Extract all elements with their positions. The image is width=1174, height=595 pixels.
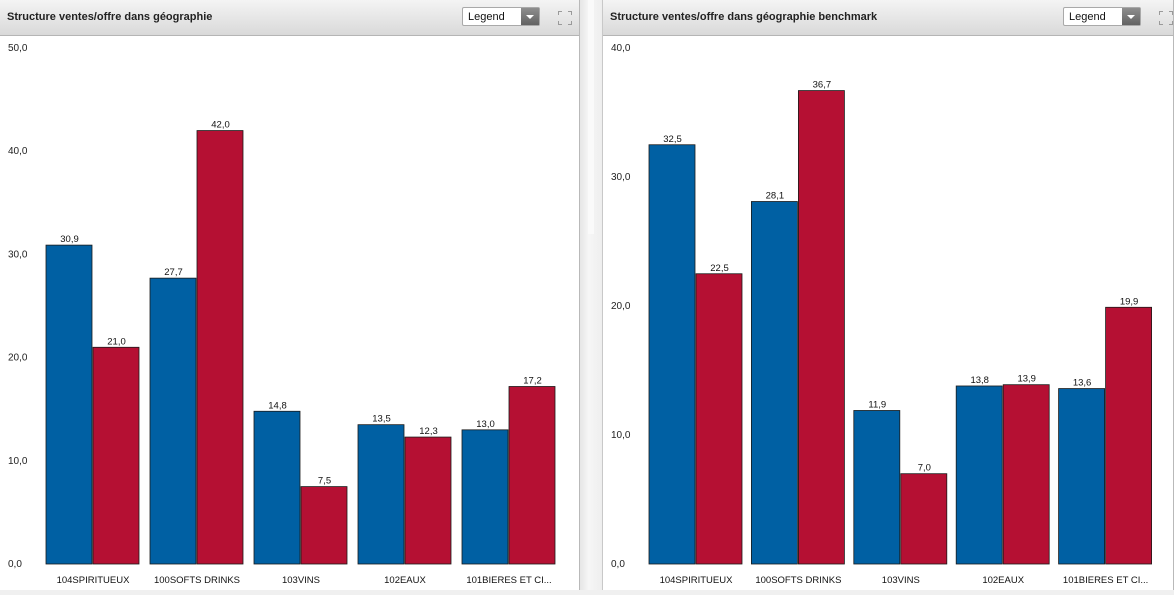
y-tick-label: 30,0 bbox=[611, 172, 631, 183]
y-tick-label: 10,0 bbox=[8, 456, 28, 467]
bar bbox=[357, 424, 405, 565]
chart-svg: 0,0 10,0 20,0 30,0 40,0 50,0 30,9 21,0 104SPIRIT… bbox=[8, 43, 556, 586]
data-label: 13,6 bbox=[1073, 378, 1092, 389]
chart-panel-geographie: Structure ventes/offre dans géographie L… bbox=[0, 0, 580, 590]
bar bbox=[149, 277, 197, 565]
bar bbox=[695, 273, 743, 565]
y-tick-label: 0,0 bbox=[611, 559, 625, 570]
panel-divider[interactable] bbox=[580, 0, 602, 590]
chart-panel-benchmark: Structure ventes/offre dans géographie b… bbox=[602, 0, 1174, 590]
data-label: 13,5 bbox=[372, 414, 391, 425]
data-label: 27,7 bbox=[164, 267, 183, 278]
x-category-label: 103VINS bbox=[882, 575, 920, 586]
bar bbox=[1002, 384, 1050, 565]
bar bbox=[1058, 388, 1106, 565]
data-label: 21,0 bbox=[107, 336, 126, 347]
chevron-down-icon[interactable] bbox=[1122, 8, 1140, 25]
chevron-down-icon[interactable] bbox=[521, 8, 539, 25]
bar bbox=[300, 486, 348, 565]
bar bbox=[853, 410, 901, 565]
x-category-label: 102EAUX bbox=[384, 575, 426, 586]
y-tick-label: 40,0 bbox=[611, 43, 631, 54]
divider-grip[interactable] bbox=[588, 0, 594, 234]
legend-dropdown[interactable]: Legend bbox=[462, 7, 540, 26]
data-label: 7,0 bbox=[918, 463, 931, 474]
bar bbox=[253, 410, 301, 565]
x-category-label: 100SOFTS DRINKS bbox=[755, 575, 841, 586]
expand-icon[interactable] bbox=[1159, 11, 1173, 25]
legend-dropdown-label: Legend bbox=[1069, 11, 1106, 23]
bar bbox=[955, 385, 1003, 565]
y-tick-label: 0,0 bbox=[8, 559, 22, 570]
bar-chart: 0,0 10,0 20,0 30,0 40,0 50,0 30,9 21,0 104SPIRIT… bbox=[0, 36, 578, 595]
bar bbox=[797, 90, 845, 565]
y-tick-label: 30,0 bbox=[8, 249, 28, 260]
bar-chart: 0,0 10,0 20,0 30,0 40,0 32,5 22,5 104SPIRITUEUX… bbox=[603, 36, 1173, 595]
bar bbox=[508, 386, 556, 565]
y-tick-label: 10,0 bbox=[611, 430, 631, 441]
x-category-label: 102EAUX bbox=[982, 575, 1024, 586]
x-category-label: 103VINS bbox=[282, 575, 320, 586]
x-category-label: 101BIERES ET CI... bbox=[1063, 575, 1148, 586]
data-label: 32,5 bbox=[663, 134, 682, 145]
y-tick-label: 50,0 bbox=[8, 43, 28, 54]
chart-svg: 0,0 10,0 20,0 30,0 40,0 32,5 22,5 104SPIRITUEUX… bbox=[611, 43, 1153, 586]
data-label: 17,2 bbox=[523, 375, 542, 386]
bar bbox=[196, 130, 244, 565]
data-label: 22,5 bbox=[710, 263, 729, 274]
y-tick-label: 20,0 bbox=[8, 353, 28, 364]
data-label: 30,9 bbox=[60, 234, 79, 245]
y-tick-label: 20,0 bbox=[611, 301, 631, 312]
y-tick-label: 40,0 bbox=[8, 146, 28, 157]
panel-title: Structure ventes/offre dans géographie bbox=[7, 11, 213, 23]
bar bbox=[92, 346, 140, 565]
bar bbox=[404, 436, 452, 565]
x-category-label: 104SPIRITUEUX bbox=[660, 575, 734, 586]
x-category-label: 104SPIRITUEUX bbox=[57, 575, 131, 586]
bar bbox=[648, 144, 696, 565]
bar bbox=[1105, 306, 1153, 565]
data-label: 19,9 bbox=[1120, 296, 1139, 307]
data-label: 14,8 bbox=[268, 400, 287, 411]
data-label: 28,1 bbox=[766, 191, 785, 202]
bar bbox=[461, 429, 509, 565]
data-label: 13,9 bbox=[1017, 374, 1035, 385]
legend-dropdown[interactable]: Legend bbox=[1063, 7, 1141, 26]
legend-dropdown-label: Legend bbox=[468, 11, 505, 23]
data-label: 7,5 bbox=[318, 476, 331, 487]
panel-header: Structure ventes/offre dans géographie b… bbox=[603, 0, 1173, 36]
data-label: 11,9 bbox=[868, 399, 886, 410]
data-label: 36,7 bbox=[813, 80, 832, 91]
x-category-label: 101BIERES ET CI... bbox=[466, 575, 551, 586]
bar bbox=[750, 201, 798, 565]
data-label: 13,0 bbox=[476, 419, 495, 430]
data-label: 13,8 bbox=[970, 375, 989, 386]
panel-title: Structure ventes/offre dans géographie b… bbox=[610, 11, 878, 23]
x-category-label: 100SOFTS DRINKS bbox=[154, 575, 240, 586]
bar bbox=[900, 473, 948, 565]
data-label: 12,3 bbox=[419, 426, 438, 437]
expand-icon[interactable] bbox=[558, 11, 572, 25]
bar bbox=[45, 244, 93, 565]
panel-header: Structure ventes/offre dans géographie L… bbox=[0, 0, 579, 36]
data-label: 42,0 bbox=[211, 120, 230, 131]
